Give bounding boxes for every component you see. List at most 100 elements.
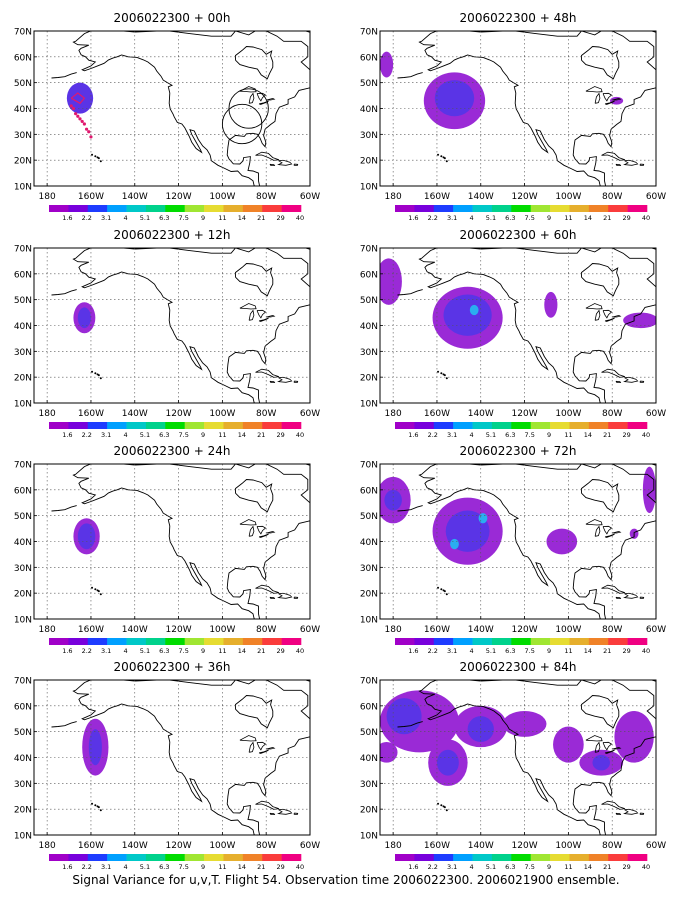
lon-label: 180 xyxy=(39,841,56,851)
colorbar-swatch xyxy=(184,638,205,645)
lat-label: 40N xyxy=(14,105,32,115)
coastline xyxy=(72,248,310,403)
colorbar-label: 14 xyxy=(584,647,592,655)
colorbar-swatch xyxy=(550,422,570,429)
colorbar-label: 40 xyxy=(296,214,304,222)
colorbar-label: 5.1 xyxy=(486,863,496,871)
colorbar-label: 29 xyxy=(622,431,630,439)
colorbar-swatch xyxy=(68,205,89,212)
map-area xyxy=(34,464,310,619)
colorbar-swatch xyxy=(107,422,127,429)
coastline xyxy=(602,741,613,751)
colorbar-label: 3.1 xyxy=(447,431,457,439)
lon-label: 60W xyxy=(300,192,320,202)
colorbar-label: 11 xyxy=(218,431,226,439)
coastline xyxy=(235,695,274,729)
colorbar-swatch xyxy=(281,638,302,645)
lat-label: 30N xyxy=(14,348,32,358)
lon-label: 80W xyxy=(602,841,622,851)
colorbar-label: 2.2 xyxy=(82,647,92,655)
coastline xyxy=(602,92,613,102)
variance-region xyxy=(386,698,422,735)
colorbar-label: 21 xyxy=(257,431,265,439)
flight-track-point xyxy=(87,130,91,134)
colorbar-swatch xyxy=(68,638,89,645)
map-area xyxy=(380,464,656,619)
hawaii-island xyxy=(443,806,446,809)
colorbar-swatch xyxy=(204,854,224,861)
coastline xyxy=(255,800,280,810)
coastline xyxy=(581,46,620,80)
coastline xyxy=(258,749,269,754)
coastline xyxy=(269,596,276,599)
variance-region xyxy=(66,82,94,114)
colorbar-label: 29 xyxy=(622,647,630,655)
lon-label: 160W xyxy=(424,841,450,851)
colorbar-swatch xyxy=(184,422,205,429)
coastline xyxy=(256,92,267,102)
colorbar-swatch xyxy=(433,854,454,861)
lat-label: 40N xyxy=(14,754,32,764)
colorbar-swatch xyxy=(223,422,244,429)
lat-label: 30N xyxy=(360,348,378,358)
lon-label: 140W xyxy=(122,841,148,851)
colorbar-label: 6.3 xyxy=(505,431,515,439)
lat-label: 20N xyxy=(360,806,378,816)
coastline xyxy=(293,380,299,383)
colorbar-label: 4 xyxy=(469,214,473,222)
panel-title: 2006022300 + 12h xyxy=(114,228,231,242)
hawaii-island xyxy=(440,372,443,375)
colorbar-label: 4 xyxy=(123,863,127,871)
colorbar-label: 2.2 xyxy=(428,214,438,222)
coastline xyxy=(601,800,626,810)
lat-label: 20N xyxy=(14,374,32,384)
hawaii-island xyxy=(99,377,102,380)
colorbar-swatch xyxy=(126,422,147,429)
lat-label: 50N xyxy=(14,296,32,306)
colorbar-swatch xyxy=(262,422,282,429)
lon-label: 120W xyxy=(166,841,192,851)
colorbar: 1.6 2.2 3.1 4 5.1 6.3 7.5 9 11 14 21 29 40 xyxy=(395,854,650,871)
colorbar-label: 29 xyxy=(276,647,284,655)
lat-label: 30N xyxy=(360,564,378,574)
lon-label: 120W xyxy=(166,409,192,419)
coastline xyxy=(256,741,267,751)
colorbar-label: 9 xyxy=(201,214,205,222)
colorbar-swatch xyxy=(550,854,570,861)
lat-label: 30N xyxy=(14,564,32,574)
colorbar-label: 40 xyxy=(642,214,650,222)
colorbar-label: 2.2 xyxy=(428,863,438,871)
map-panel-4: 2006022300 + 60h 70N 60N 50N 40N 30N 20N 10N 180… xyxy=(360,228,666,439)
lon-label: 60W xyxy=(300,409,320,419)
coastline xyxy=(615,380,622,384)
hawaii-island xyxy=(99,160,102,163)
lon-label: 140W xyxy=(122,625,148,635)
colorbar-swatch xyxy=(453,422,473,429)
coastline xyxy=(601,584,626,594)
lat-label: 10N xyxy=(14,832,32,842)
colorbar-label: 40 xyxy=(296,647,304,655)
colorbar-label: 5.1 xyxy=(486,431,496,439)
coastline xyxy=(604,533,615,538)
colorbar-swatch xyxy=(511,638,531,645)
colorbar-swatch xyxy=(107,854,127,861)
coastline xyxy=(239,519,257,526)
colorbar-swatch xyxy=(491,422,512,429)
coastline xyxy=(594,92,601,104)
colorbar-label: 7.5 xyxy=(179,647,189,655)
hawaii-island xyxy=(91,370,94,373)
colorbar-swatch xyxy=(569,854,590,861)
colorbar-swatch xyxy=(145,638,166,645)
colorbar-swatch xyxy=(49,422,69,429)
lat-label: 40N xyxy=(360,322,378,332)
coastline xyxy=(650,248,656,250)
map-area xyxy=(34,680,310,835)
coastline xyxy=(604,100,615,105)
colorbar-label: 6.3 xyxy=(159,214,169,222)
colorbar-label: 29 xyxy=(276,431,284,439)
lat-label: 10N xyxy=(14,183,32,193)
lon-label: 140W xyxy=(468,625,494,635)
colorbar-label: 9 xyxy=(547,214,551,222)
colorbar-swatch xyxy=(395,422,415,429)
colorbar-label: 21 xyxy=(603,647,611,655)
